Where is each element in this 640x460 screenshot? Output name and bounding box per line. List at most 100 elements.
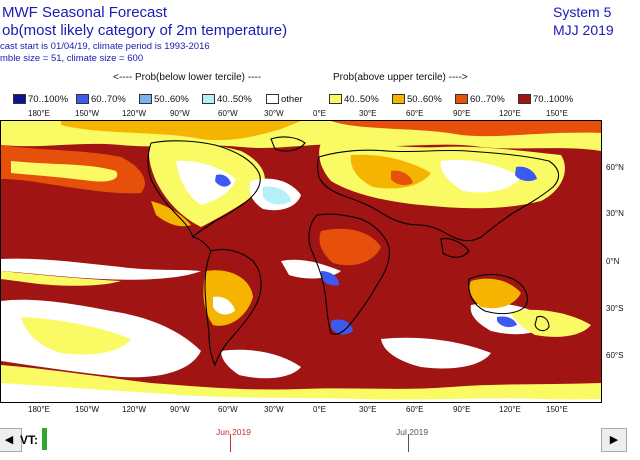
coastline-new-zealand — [534, 315, 550, 332]
legend-label: 60..70% — [91, 93, 126, 105]
play-forward-icon: ▶ — [609, 434, 619, 446]
map-region — [213, 296, 235, 315]
map-region — [331, 319, 353, 335]
legend-swatch — [13, 94, 26, 104]
coastline-south-america — [204, 248, 262, 367]
map-region — [319, 228, 381, 266]
map-region — [263, 186, 291, 205]
lat-label: 30°N — [606, 209, 624, 218]
lon-label: 90°W — [170, 405, 190, 414]
lon-label: 30°W — [264, 405, 284, 414]
lon-label: 30°E — [359, 109, 377, 118]
coastlines — [147, 136, 560, 367]
map-region — [1, 365, 601, 402]
legend-below-tercile-label: <---- Prob(below lower tercile) ---- — [113, 72, 262, 83]
lat-label: 60°S — [606, 351, 624, 360]
coastline-africa — [308, 213, 390, 335]
lon-label: 150°E — [546, 109, 568, 118]
legend-item: 60..70% — [455, 93, 505, 105]
map-region — [21, 317, 131, 355]
map-region — [176, 160, 236, 205]
forecast-map-svg — [1, 121, 601, 402]
map-region — [321, 271, 339, 286]
legend-swatch — [76, 94, 89, 104]
map-region — [61, 121, 301, 141]
legend-swatch — [202, 94, 215, 104]
coastline-indonesia — [440, 238, 470, 258]
map-region — [391, 170, 413, 186]
map-region — [440, 159, 521, 193]
timeline-tick — [230, 434, 231, 452]
lon-label: 180°E — [28, 109, 50, 118]
lon-label: 60°E — [406, 405, 424, 414]
legend-label: 40..50% — [344, 93, 379, 105]
legend-item: 60..70% — [76, 93, 126, 105]
legend-label: 40..50% — [217, 93, 252, 105]
forecast-map — [0, 120, 602, 403]
legend-swatch — [266, 94, 279, 104]
lon-label: 60°W — [218, 109, 238, 118]
legend-swatch — [518, 94, 531, 104]
coastline-greenland — [270, 136, 306, 152]
lon-label: 0°E — [313, 405, 326, 414]
lat-label: 0°N — [606, 257, 620, 266]
legend-item: 70..100% — [13, 93, 68, 105]
legend-swatch — [392, 94, 405, 104]
map-region — [215, 174, 231, 187]
timeline-track[interactable]: Jun 2019 Jul 2019 — [48, 427, 596, 452]
lon-label: 150°W — [75, 109, 100, 118]
lat-label: 30°S — [606, 304, 624, 313]
lon-label: 0°E — [313, 109, 326, 118]
legend-label: other — [281, 93, 303, 105]
legend-above-tercile-label: Prob(above upper tercile) ----> — [333, 72, 468, 83]
map-region — [381, 337, 491, 369]
forecast-subtitle: ob(most likely category of 2m temperatur… — [2, 22, 288, 39]
time-bar: ◀ VT: Jun 2019 Jul 2019 ▶ — [0, 426, 640, 456]
legend-item: other — [266, 93, 303, 105]
lon-label: 120°E — [499, 405, 521, 414]
legend-swatch — [139, 94, 152, 104]
time-slider-handle[interactable] — [42, 428, 47, 450]
legend-label: 50..60% — [407, 93, 442, 105]
season-label: MJJ 2019 — [553, 22, 614, 38]
legend-label: 70..100% — [28, 93, 69, 105]
map-region — [1, 271, 121, 286]
timeline-month-label: Jul 2019 — [396, 427, 429, 437]
lat-label: 60°N — [606, 163, 624, 172]
forecast-start-info: cast start is 01/04/19, climate period i… — [0, 41, 210, 52]
coastline-eurasia — [316, 149, 560, 242]
legend-swatch — [455, 94, 468, 104]
legend-item: 40..50% — [202, 93, 252, 105]
lon-label: 120°W — [122, 109, 147, 118]
next-button[interactable]: ▶ — [601, 428, 627, 452]
forecast-title: MWF Seasonal Forecast — [2, 4, 168, 21]
map-region — [11, 161, 118, 182]
timeline-tick — [408, 434, 409, 452]
map-region — [331, 121, 601, 137]
system-label: System 5 — [553, 4, 612, 20]
legend-item: 50..60% — [392, 93, 442, 105]
legend-label: 50..60% — [154, 93, 189, 105]
legend-item: 50..60% — [139, 93, 189, 105]
lon-label: 150°W — [75, 405, 100, 414]
lon-label: 90°E — [453, 405, 471, 414]
map-region — [515, 166, 537, 182]
lon-label: 90°E — [453, 109, 471, 118]
lon-label: 60°E — [406, 109, 424, 118]
map-region — [1, 383, 601, 402]
lon-label: 150°E — [546, 405, 568, 414]
map-region — [497, 316, 517, 328]
legend-swatch — [329, 94, 342, 104]
play-back-icon: ◀ — [4, 434, 14, 446]
map-region — [511, 309, 591, 337]
legend-item: 40..50% — [329, 93, 379, 105]
map-region — [221, 349, 301, 379]
map-region — [151, 201, 191, 227]
coastline-australia — [468, 273, 528, 315]
timeline-month-label: Jun 2019 — [216, 427, 251, 437]
lon-label: 60°W — [218, 405, 238, 414]
lon-label: 30°E — [359, 405, 377, 414]
map-region — [203, 270, 253, 326]
lon-label: 90°W — [170, 109, 190, 118]
previous-button[interactable]: ◀ — [0, 428, 22, 452]
